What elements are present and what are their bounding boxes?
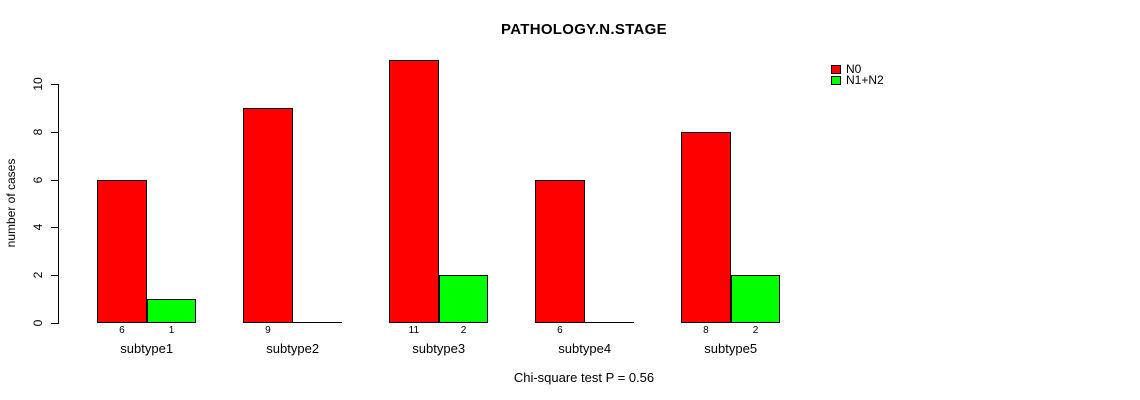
y-tick-0 [51, 323, 58, 324]
bar-n0-subtype4 [535, 179, 585, 323]
bar-n0-subtype5 [681, 131, 731, 323]
y-tick-10 [51, 84, 58, 85]
y-tick-label-8: 8 [31, 128, 45, 136]
bar-value-subtype4-n0: 6 [557, 325, 563, 336]
x-category-label-subtype5: subtype5 [704, 341, 758, 356]
y-tick-label-6: 6 [31, 176, 45, 183]
y-tick-6 [51, 179, 58, 181]
y-tick-4 [51, 227, 58, 229]
y-tick-8 [51, 131, 58, 133]
chart-title: PATHOLOGY.N.STAGE [501, 21, 667, 38]
bar-value-subtype5-n1n2: 2 [752, 325, 759, 336]
y-tick-2 [51, 275, 58, 277]
bar-n1n2-subtype1 [146, 299, 197, 323]
bar-value-subtype1-n1n2: 1 [168, 325, 175, 336]
legend-label-n0: N0 [846, 62, 862, 76]
zero-bar-subtype2 [292, 322, 343, 323]
y-tick-label-2: 2 [31, 271, 45, 279]
legend-label-n1n2: N1+N2 [846, 73, 884, 87]
y-tick-label-4: 4 [31, 224, 45, 231]
bar-n1n2-subtype5 [730, 275, 781, 323]
bar-n1n2-subtype3 [438, 275, 489, 323]
bar-value-subtype3-n1n2: 2 [460, 325, 467, 336]
bar-n0-subtype3 [389, 60, 439, 323]
legend-item-n1n2: N1+N2 [831, 73, 884, 87]
bar-value-subtype2-n0: 9 [265, 325, 271, 336]
y-tick-label-0: 0 [31, 319, 45, 327]
x-category-label-subtype1: subtype1 [120, 341, 174, 356]
x-category-label-subtype3: subtype3 [412, 341, 466, 356]
bar-n0-subtype2 [243, 107, 293, 323]
y-tick-label-10: 10 [31, 77, 45, 91]
x-category-label-subtype2: subtype2 [266, 341, 320, 356]
bar-n0-subtype1 [97, 179, 147, 323]
bar-value-subtype1-n0: 6 [119, 325, 125, 336]
x-category-label-subtype4: subtype4 [558, 341, 612, 356]
y-axis-title: number of cases [4, 158, 18, 248]
chi-square-annotation: Chi-square test P = 0.56 [513, 370, 655, 385]
legend-item-n0: N0 [831, 62, 884, 76]
legend-swatch-n0 [831, 64, 841, 74]
legend: N0 N1+N2 [831, 62, 884, 87]
bar-value-subtype5-n0: 8 [703, 325, 709, 336]
zero-bar-subtype4 [584, 322, 635, 323]
y-axis-line [58, 84, 59, 324]
legend-swatch-n1n2 [831, 75, 841, 85]
bar-value-subtype3-n0: 11 [408, 325, 420, 336]
